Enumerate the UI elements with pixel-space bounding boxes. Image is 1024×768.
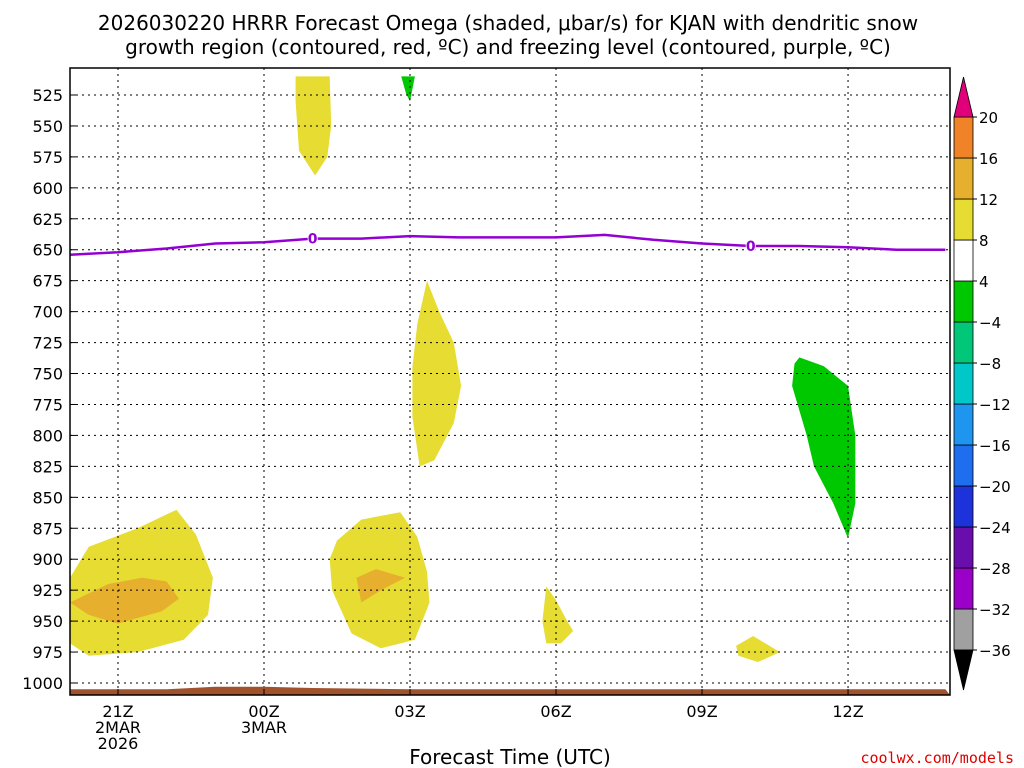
omega-shading-layer: [70, 76, 856, 662]
colorbar-label-20: 20: [979, 109, 998, 127]
y-tick-label-725: 725: [32, 334, 63, 353]
colorbar-band-16_to_20: [953, 116, 974, 159]
colorbar-label-4: 4: [979, 273, 989, 291]
y-tick-label-700: 700: [32, 303, 63, 322]
y-tick-label-525: 525: [32, 86, 63, 105]
y-tick-label-950: 950: [32, 612, 63, 631]
colorbar-band-4_to_8: [953, 239, 974, 282]
terrain-layer: [70, 686, 950, 695]
grid-lines: [70, 68, 950, 695]
colorbar-band--36_to_-32: [953, 608, 974, 651]
x-tick-label-21Z-0: 21Z: [102, 702, 133, 721]
colorbar: −36 −32 −28 −24 −20 −16 −12 −8 −4 4 8 12 16 20: [953, 76, 1011, 691]
colorbar-band--32_to_-28: [953, 567, 974, 610]
colorbar-label--20: −20: [979, 478, 1011, 496]
x-tick-label-09Z-0: 09Z: [686, 702, 717, 721]
x-tick-label-00Z-1: 3MAR: [241, 718, 287, 737]
y-tick-label-600: 600: [32, 179, 63, 198]
colorbar-label--36: −36: [979, 642, 1011, 660]
credit-text: coolwx.com/models: [860, 749, 1014, 767]
colorbar-label-12: 12: [979, 191, 998, 209]
plot-frame: [69, 67, 951, 696]
freezing-level-label-0: 0: [308, 232, 318, 248]
y-tick-label-750: 750: [32, 365, 63, 384]
x-tick-label-12Z-0: 12Z: [832, 702, 863, 721]
freezing-level-line: [69, 233, 946, 256]
freezing-level-label-1: 0: [746, 239, 756, 255]
colorbar-band--12_to_-8: [953, 362, 974, 405]
colorbar-label--12: −12: [979, 396, 1011, 414]
x-tick-label-06Z-0: 06Z: [540, 702, 571, 721]
y-tick-label-850: 850: [32, 488, 63, 507]
colorbar-label--32: −32: [979, 601, 1011, 619]
colorbar-band--24_to_-20: [953, 485, 974, 528]
y-tick-label-550: 550: [32, 117, 63, 136]
omega-region-low-yellow-10Z: [736, 636, 780, 662]
omega-region-low-yellow-06Z: [542, 586, 574, 644]
colorbar-label--28: −28: [979, 560, 1011, 578]
omega-region-low-orange-22Z: [70, 577, 179, 624]
colorbar-band-12_to_16: [953, 157, 974, 200]
x-tick-label-00Z-0: 00Z: [248, 702, 279, 721]
colorbar-band--4_to_4: [953, 280, 974, 323]
y-tick-label-900: 900: [32, 550, 63, 569]
y-tick-label-575: 575: [32, 148, 63, 167]
y-tick-label-775: 775: [32, 395, 63, 414]
chart-title-line2: growth region (contoured, red, ºC) and f…: [125, 35, 891, 59]
x-axis-label: Forecast Time (UTC): [409, 745, 611, 768]
x-tick-label-03Z-0: 03Z: [394, 702, 425, 721]
freezing-label-bg-1: [745, 238, 756, 253]
freezing-label-bg-0: [307, 230, 318, 245]
x-tick-label-21Z-1: 2MAR: [95, 718, 141, 737]
y-tick-label-925: 925: [32, 581, 63, 600]
colorbar-band--16_to_-12: [953, 403, 974, 446]
colorbar-band--28_to_-24: [953, 526, 974, 569]
colorbar-label--4: −4: [979, 314, 1001, 332]
y-tick-label-1000: 1000: [22, 674, 63, 693]
y-tick-label-825: 825: [32, 457, 63, 476]
y-tick-label-875: 875: [32, 519, 63, 538]
y-tick-label-625: 625: [32, 210, 63, 229]
colorbar-band--20_to_-16: [953, 444, 974, 487]
y-tick-label-975: 975: [32, 643, 63, 662]
colorbar-label-8: 8: [979, 232, 989, 250]
y-axis: 525 550 575 600 625 650 675 700 725 750 775 800 825 8…: [22, 86, 76, 693]
y-tick-label-675: 675: [32, 272, 63, 291]
omega-region-low-orange-02Z: [356, 569, 406, 603]
colorbar-label--24: −24: [979, 519, 1011, 537]
chart-title-line1: 2026030220 HRRR Forecast Omega (shaded, …: [98, 11, 918, 35]
omega-region-mid-green-11Z: [792, 357, 856, 539]
terrain-fill: [70, 686, 950, 695]
colorbar-label-16: 16: [979, 150, 998, 168]
colorbar-label--8: −8: [979, 355, 1001, 373]
colorbar-band--8_to_-4: [953, 321, 974, 364]
y-tick-label-650: 650: [32, 241, 63, 260]
colorbar-min-arrow: [953, 649, 974, 691]
colorbar-max-arrow: [953, 76, 974, 118]
colorbar-label--16: −16: [979, 437, 1011, 455]
y-tick-label-800: 800: [32, 426, 63, 445]
omega-region-upper-green-03Z: [401, 76, 415, 102]
x-tick-label-21Z-2: 2026: [98, 734, 139, 753]
omega-region-upper-yellow-01Z: [295, 76, 332, 176]
colorbar-band-8_to_12: [953, 198, 974, 241]
